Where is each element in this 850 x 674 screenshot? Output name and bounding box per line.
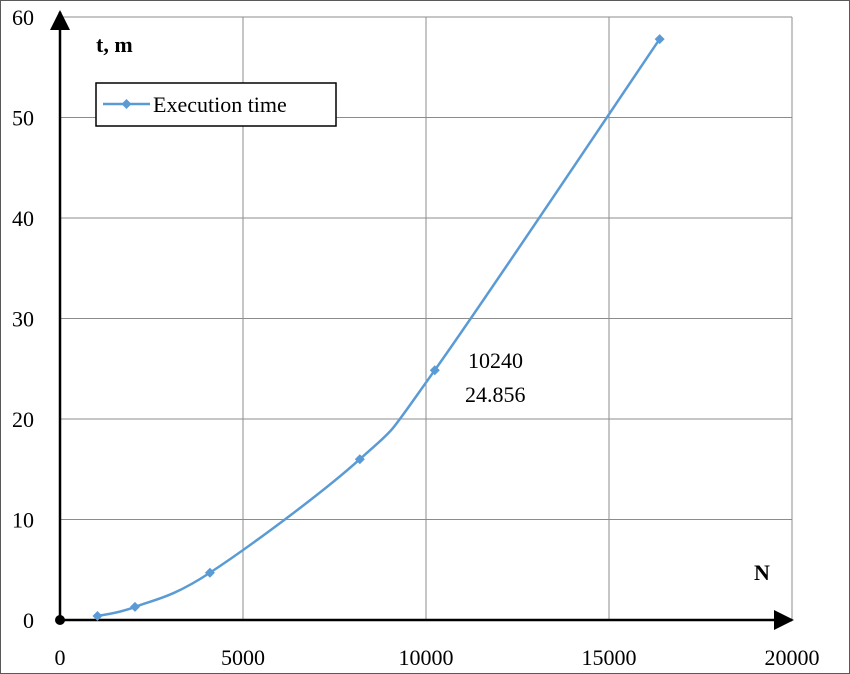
origin-dot [55,615,65,625]
y-tick-label: 40 [12,206,34,231]
y-tick-label: 0 [23,608,34,633]
y-axis-title: t, m [96,32,133,57]
data-label-y: 24.856 [465,382,526,407]
x-tick-label: 5000 [221,645,265,670]
data-point-marker [429,365,440,376]
y-tick-label: 30 [12,307,34,332]
legend-swatch-marker [121,99,132,109]
y-tick-label: 50 [12,106,34,131]
gridlines [60,16,793,620]
y-tick-labels: 0 10 20 30 40 50 60 [12,5,34,633]
x-tick-label: 20000 [765,645,820,670]
x-tick-labels: 0 5000 10000 15000 20000 [55,645,820,670]
x-axis-title: N [754,560,770,585]
data-point-marker [354,454,365,465]
x-tick-label: 10000 [399,645,454,670]
y-tick-label: 10 [12,508,34,533]
data-point-marker [204,567,215,578]
series-markers [92,34,665,621]
y-tick-label: 20 [12,407,34,432]
legend-box [95,82,337,127]
y-tick-label: 60 [12,5,34,30]
data-point-marker [129,601,140,612]
legend: Execution time [95,82,337,127]
data-point-marker [92,610,103,621]
x-tick-label: 0 [55,645,66,670]
x-tick-label: 15000 [582,645,637,670]
data-point-marker [654,34,665,45]
data-label-x: 10240 [468,348,523,373]
legend-label: Execution time [153,92,287,117]
